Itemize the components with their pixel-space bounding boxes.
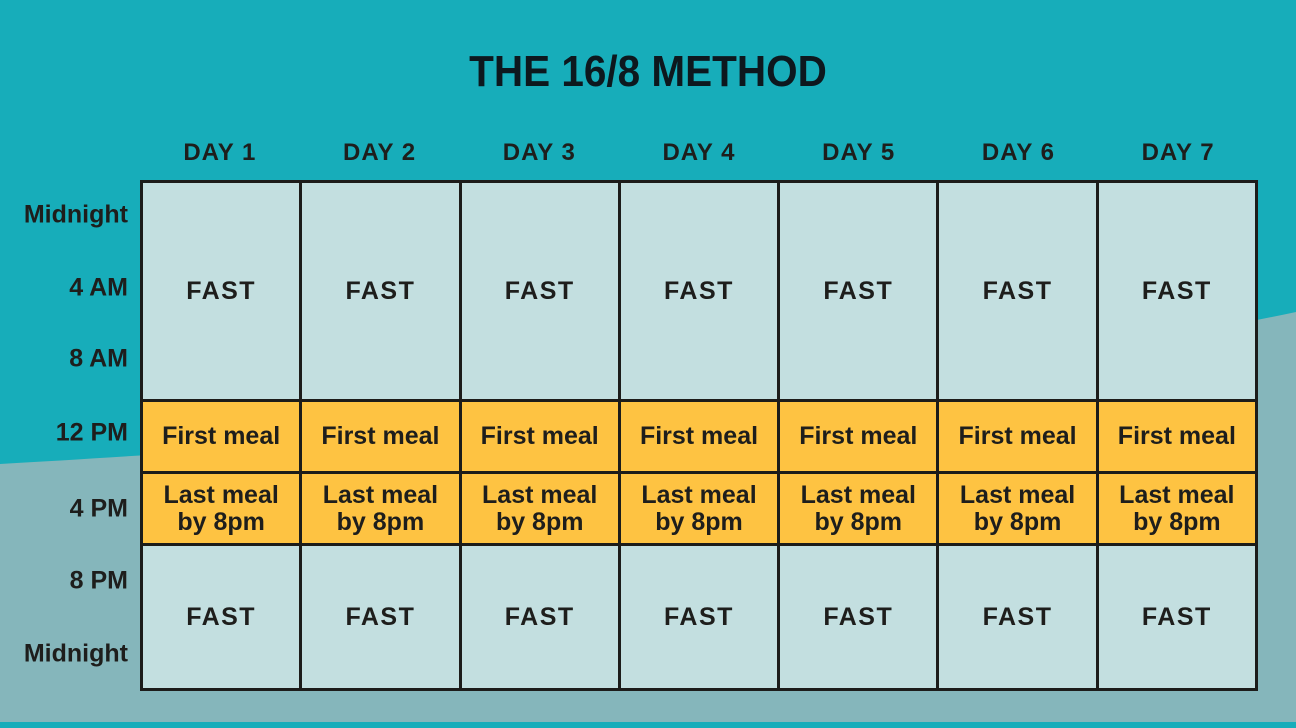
cell-meal-row2-day5: First meal [780, 402, 937, 471]
cell-fast-row1-day6: FAST [939, 183, 1096, 399]
cell-fast-row1-day3: FAST [461, 183, 618, 399]
page-title: THE 16/8 METHOD [469, 47, 827, 96]
time-label-6: Midnight [23, 639, 128, 668]
cell-fast-row4-day5: FAST [780, 546, 937, 688]
cell-fast-row4-day7: FAST [1098, 546, 1255, 688]
day-header-1: DAY 1 [183, 139, 257, 166]
cell-meal-row2-day6: First meal [939, 402, 1096, 471]
cell-fast-row1-day1: FAST [143, 183, 300, 399]
cell-meal-row2-day3: First meal [461, 402, 618, 471]
cell-meal-row3-day1: Last meal by 8pm [143, 474, 300, 543]
cell-fast-row1-day7: FAST [1098, 183, 1255, 399]
day-header-5: DAY 5 [822, 139, 896, 166]
day-header-3: DAY 3 [502, 139, 576, 166]
cell-meal-row3-day6: Last meal by 8pm [939, 474, 1096, 543]
cell-meal-row3-day2: Last meal by 8pm [302, 474, 459, 543]
cell-meal-row2-day7: First meal [1098, 402, 1255, 471]
cell-fast-row4-day3: FAST [461, 546, 618, 688]
cell-fast-row4-day4: FAST [620, 546, 778, 688]
cell-fast-row1-day2: FAST [302, 183, 459, 399]
time-label-5: 8 PM [69, 566, 128, 595]
time-label-1: 4 AM [69, 273, 128, 302]
day-header-6: DAY 6 [981, 139, 1055, 166]
day-header-2: DAY 2 [343, 139, 417, 166]
cell-meal-row3-day3: Last meal by 8pm [461, 474, 618, 543]
time-label-4: 4 PM [69, 494, 128, 523]
time-label-2: 8 AM [69, 344, 128, 373]
cell-fast-row4-day1: FAST [143, 546, 300, 688]
cell-meal-row3-day4: Last meal by 8pm [620, 474, 778, 543]
schedule-table: FAST FAST FAST FAST FAST FAST FAST First meal Fi… [140, 180, 1258, 691]
cell-meal-row3-day5: Last meal by 8pm [780, 474, 937, 543]
day-header-4: DAY 4 [662, 139, 736, 166]
background-bottom-strip [0, 722, 1296, 728]
cell-meal-row2-day4: First meal [620, 402, 778, 471]
cell-fast-row1-day5: FAST [780, 183, 937, 399]
time-label-3: 12 PM [55, 418, 128, 447]
day-header-row: DAY 1 DAY 2 DAY 3 DAY 4 DAY 5 DAY 6 DAY 7 [140, 137, 1258, 169]
cell-meal-row3-day7: Last meal by 8pm [1098, 474, 1255, 543]
cell-meal-row2-day2: First meal [302, 402, 459, 471]
cell-fast-row4-day6: FAST [939, 546, 1096, 688]
time-axis-labels: Midnight 4 AM 8 AM 12 PM 4 PM 8 PM Midnight [0, 0, 128, 728]
cell-fast-row4-day2: FAST [302, 546, 459, 688]
cell-fast-row1-day4: FAST [620, 183, 778, 399]
day-header-7: DAY 7 [1141, 139, 1215, 166]
time-label-0: Midnight [23, 200, 128, 229]
cell-meal-row2-day1: First meal [143, 402, 300, 471]
